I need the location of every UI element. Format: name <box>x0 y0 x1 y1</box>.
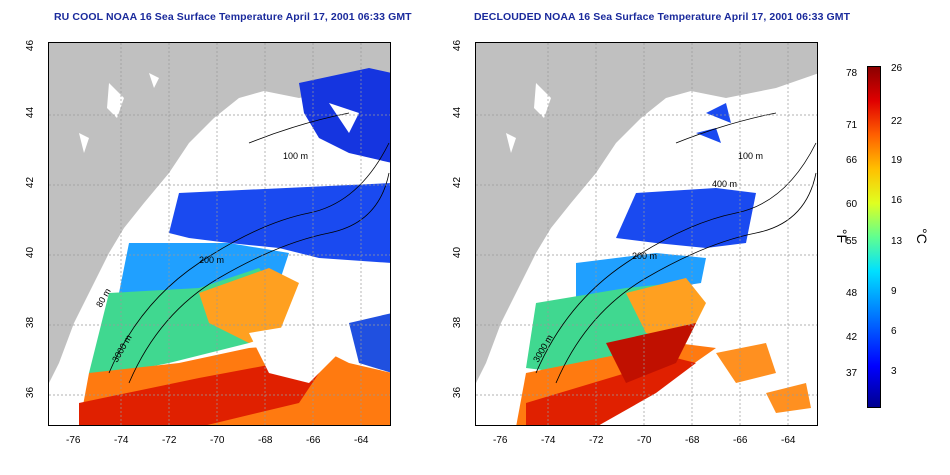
y-tick-label: 46 <box>25 39 37 52</box>
y-tick-label: 42 <box>25 176 37 189</box>
x-tick-label: -72 <box>589 435 604 446</box>
x-tick-label: -72 <box>162 435 177 446</box>
celsius-tick: 3 <box>891 366 897 377</box>
fahrenheit-tick: 55 <box>846 236 858 247</box>
raw-sst-map: 100 m 200 m 80 m 3000 m <box>48 42 391 426</box>
fahrenheit-tick: 37 <box>846 368 858 379</box>
fahrenheit-tick: 48 <box>846 288 858 299</box>
x-tick-label: -64 <box>354 435 369 446</box>
celsius-tick: 9 <box>891 286 897 297</box>
y-tick-label: 36 <box>25 386 37 399</box>
x-tick-label: -70 <box>210 435 225 446</box>
x-tick-label: -70 <box>637 435 652 446</box>
x-tick-label: -66 <box>733 435 748 446</box>
fahrenheit-tick: 66 <box>846 155 858 166</box>
fahrenheit-tick: 71 <box>846 120 858 131</box>
x-tick-label: -74 <box>114 435 129 446</box>
y-tick-label: 46 <box>452 39 464 52</box>
y-tick-label: 44 <box>25 106 37 119</box>
x-tick-label: -66 <box>306 435 321 446</box>
y-tick-label: 38 <box>25 316 37 329</box>
y-tick-label: 36 <box>452 386 464 399</box>
right-map-title: DECLOUDED NOAA 16 Sea Surface Temperatur… <box>474 11 851 23</box>
fahrenheit-tick: 78 <box>846 68 858 79</box>
celsius-unit-label: °C <box>913 228 930 244</box>
y-tick-label: 40 <box>452 246 464 259</box>
x-tick-label: -68 <box>258 435 273 446</box>
y-tick-label: 42 <box>452 176 464 189</box>
y-tick-label: 44 <box>452 106 464 119</box>
x-tick-label: -74 <box>541 435 556 446</box>
celsius-tick: 22 <box>891 116 903 127</box>
contour-label-200m-right: 200 m <box>632 251 657 261</box>
x-tick-label: -76 <box>66 435 81 446</box>
y-tick-label: 38 <box>452 316 464 329</box>
temperature-colorbar <box>867 66 881 408</box>
fahrenheit-tick: 60 <box>846 199 858 210</box>
fahrenheit-unit-label: °F <box>834 228 851 244</box>
celsius-tick: 19 <box>891 155 903 166</box>
x-tick-label: -68 <box>685 435 700 446</box>
celsius-tick: 6 <box>891 326 897 337</box>
contour-label-100m-right: 100 m <box>738 151 763 161</box>
x-tick-label: -76 <box>493 435 508 446</box>
y-tick-label: 40 <box>25 246 37 259</box>
contour-label-400m-right: 400 m <box>712 179 737 189</box>
contour-label-100m-left: 100 m <box>283 151 308 161</box>
left-map-title: RU COOL NOAA 16 Sea Surface Temperature … <box>54 11 412 23</box>
contour-label-200m-left: 200 m <box>199 255 224 265</box>
celsius-tick: 13 <box>891 236 903 247</box>
celsius-tick: 16 <box>891 195 903 206</box>
x-tick-label: -64 <box>781 435 796 446</box>
celsius-tick: 26 <box>891 63 903 74</box>
fahrenheit-tick: 42 <box>846 332 858 343</box>
declouded-sst-map: 100 m 400 m 200 m 3000 m <box>475 42 818 426</box>
